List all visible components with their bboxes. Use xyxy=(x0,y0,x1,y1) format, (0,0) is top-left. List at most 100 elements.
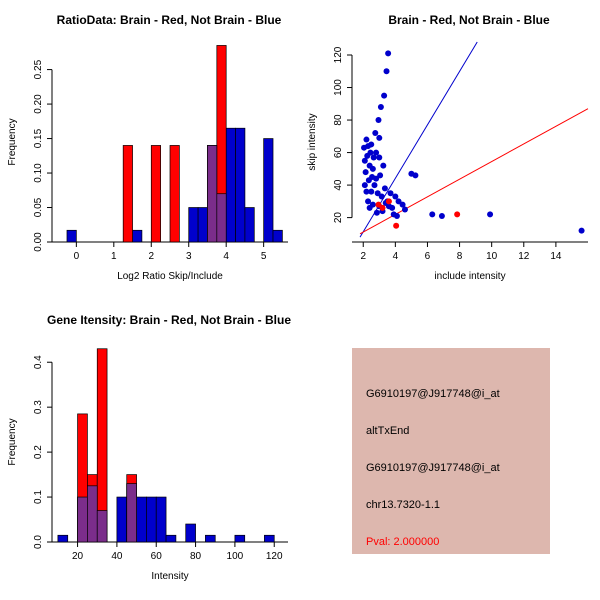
y-tick-label: 0.05 xyxy=(33,197,44,217)
panel-intensity-scatter: Brain - Red, Not Brain - Blue 2 4 6 8 10 12 14… xyxy=(300,0,600,300)
gene-intensity-histogram-chart: 20 40 60 80 100 120 0.0 0.1 0.2 0.3 0.4 Intensity Fr… xyxy=(7,348,288,582)
scatter-point xyxy=(393,212,400,219)
scatter-point xyxy=(578,227,585,234)
scatter-point xyxy=(371,182,378,189)
y-axis-label: skip intensity xyxy=(307,113,318,170)
scatter-point xyxy=(375,201,382,208)
x-tick-label: 1 xyxy=(111,251,117,262)
hist-bar-overlap xyxy=(216,193,227,243)
y-tick-label: 0.1 xyxy=(33,490,44,504)
axes: 0 1 2 3 4 5 0.00 0.05 0.10 0.15 0.20 0.25 Log2 Ratio… xyxy=(7,59,288,282)
hist-bar xyxy=(234,534,246,543)
scatter-point xyxy=(380,162,387,169)
x-tick-label: 2 xyxy=(148,251,154,262)
hist-bar xyxy=(169,145,180,243)
x-tick-label: 120 xyxy=(266,551,283,562)
hist-bar xyxy=(150,145,161,243)
hist-bar xyxy=(136,496,147,543)
x-tick-label: 100 xyxy=(227,551,244,562)
gene-intensity-histogram-title: Gene Itensity: Brain - Red, Not Brain - … xyxy=(46,313,292,327)
scatter-point xyxy=(438,212,445,219)
scatter-point xyxy=(372,130,379,137)
scatter-point xyxy=(383,68,390,75)
hist-bar xyxy=(225,127,236,243)
y-axis-label: Frequency xyxy=(7,118,18,165)
hist-bar-overlap xyxy=(207,145,218,243)
x-tick-label: 4 xyxy=(223,251,229,262)
hist-bar xyxy=(116,496,128,543)
x-tick-label: 5 xyxy=(261,251,267,262)
scatter-point xyxy=(373,175,380,182)
axes: 2 4 6 8 10 12 14 20 40 60 80 100 120 include intensit… xyxy=(307,46,588,282)
scatter-point xyxy=(381,92,388,99)
y-tick-label: 0.4 xyxy=(33,355,44,369)
panel-ratio-histogram: RatioData: Brain - Red, Not Brain - Blue… xyxy=(0,0,300,300)
ratio-histogram-chart: 0 1 2 3 4 5 0.00 0.05 0.10 0.15 0.20 0.25 Log2 Ratio… xyxy=(7,45,288,282)
pvalue-line: Pval: 2.000000 xyxy=(366,536,440,548)
hist-bar xyxy=(197,207,208,243)
hist-bar-overlap xyxy=(126,483,137,543)
panel-gene-intensity-histogram: Gene Itensity: Brain - Red, Not Brain - … xyxy=(0,300,300,600)
scatter-point xyxy=(389,204,396,211)
y-tick-label: 0.10 xyxy=(33,163,44,183)
scatter-point xyxy=(487,211,494,218)
points-blue xyxy=(361,50,585,234)
y-tick-label: 120 xyxy=(333,46,344,63)
x-axis-label: Log2 Ratio Skip/Include xyxy=(117,271,223,282)
hist-bar-overlap xyxy=(96,510,108,543)
scatter-point xyxy=(362,169,369,176)
x-tick-label: 0 xyxy=(74,251,80,262)
hist-bar xyxy=(57,534,69,543)
x-tick-label: 20 xyxy=(72,551,84,562)
x-tick-label: 2 xyxy=(360,251,366,262)
scatter-point xyxy=(378,193,385,200)
hist-bar xyxy=(146,496,157,543)
hist-bar xyxy=(235,127,246,243)
y-tick-label: 0.3 xyxy=(33,400,44,414)
x-tick-label: 40 xyxy=(111,551,123,562)
bars-overlap xyxy=(77,483,137,543)
y-tick-label: 0.20 xyxy=(33,94,44,114)
hist-bar xyxy=(165,534,177,543)
probe-info-box: G6910197@J917748@i_at altTxEnd G6910197@… xyxy=(352,348,550,554)
hist-bar xyxy=(244,207,255,243)
chromosome-location-line: chr13.7320-1.1 xyxy=(366,499,440,511)
axes: 20 40 60 80 100 120 0.0 0.1 0.2 0.3 0.4 Intensity Fr… xyxy=(7,355,288,582)
scatter-point xyxy=(376,134,383,141)
scatter-point xyxy=(387,190,394,197)
y-axis-label: Frequency xyxy=(7,418,18,465)
x-tick-label: 6 xyxy=(425,251,431,262)
event-type-line: altTxEnd xyxy=(366,425,410,437)
intensity-scatter-title: Brain - Red, Not Brain - Blue xyxy=(388,13,550,27)
hist-bar xyxy=(205,534,216,543)
scatter-point xyxy=(369,201,376,208)
x-axis-label: Intensity xyxy=(151,571,188,582)
scatter-point xyxy=(368,188,375,195)
x-tick-label: 60 xyxy=(151,551,163,562)
scatter-point xyxy=(369,165,376,172)
x-tick-label: 3 xyxy=(186,251,192,262)
scatter-point xyxy=(385,50,392,57)
probe-id-line: G6910197@J917748@i_at xyxy=(366,388,500,400)
scatter-point xyxy=(368,141,375,148)
hist-bar xyxy=(122,145,133,243)
y-tick-label: 0.00 xyxy=(33,232,44,252)
panel-info-box: G6910197@J917748@i_at altTxEnd G6910197@… xyxy=(300,300,600,600)
fit-line-red xyxy=(359,108,589,235)
x-tick-label: 14 xyxy=(550,251,562,262)
y-tick-label: 80 xyxy=(333,114,344,126)
scatter-point xyxy=(365,198,372,205)
hist-bar xyxy=(188,207,199,243)
scatter-point xyxy=(454,211,461,218)
y-tick-label: 0.15 xyxy=(33,128,44,148)
scatter-point xyxy=(367,149,374,156)
hist-bar xyxy=(66,229,77,243)
scatter-point xyxy=(361,157,368,164)
x-tick-label: 10 xyxy=(486,251,498,262)
bars-overlap xyxy=(207,145,227,243)
scatter-point xyxy=(381,185,388,192)
scatter-point xyxy=(363,136,370,143)
y-tick-label: 40 xyxy=(333,179,344,191)
x-axis-label: include intensity xyxy=(434,271,505,282)
hist-bar xyxy=(132,229,143,243)
